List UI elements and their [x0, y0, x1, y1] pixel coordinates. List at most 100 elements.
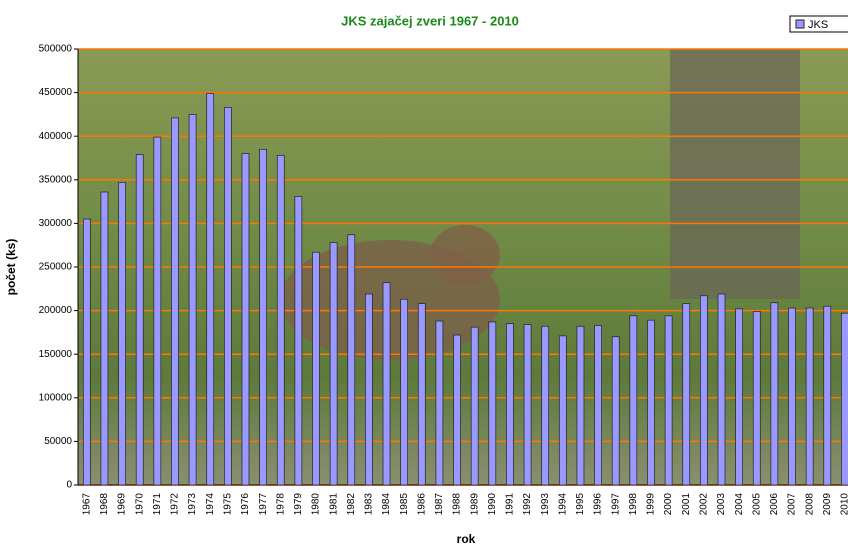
x-tick-label: 1973: [187, 493, 198, 516]
x-tick-label: 1999: [646, 493, 657, 516]
bar: [558, 335, 567, 486]
bar: [717, 293, 726, 486]
x-tick-label: 1976: [240, 493, 251, 516]
bar: [188, 114, 197, 486]
x-axis-label: rok: [457, 532, 476, 546]
legend-label: JKS: [808, 19, 828, 31]
x-tick-label: 1985: [399, 493, 410, 516]
photo-hare-head: [430, 225, 500, 285]
y-tick-label: 100000: [39, 392, 73, 403]
x-tick-label: 1984: [381, 493, 392, 516]
x-tick-label: 1972: [170, 493, 181, 516]
x-tick-label: 1995: [575, 493, 586, 516]
bar: [382, 282, 391, 486]
bar: [82, 218, 91, 486]
bar: [576, 325, 585, 486]
x-tick-label: 1968: [99, 493, 110, 516]
bar: [347, 234, 356, 486]
bar: [611, 336, 620, 486]
x-tick-label: 2004: [734, 493, 745, 516]
x-tick-label: 2000: [663, 493, 674, 516]
y-tick-label: 200000: [39, 305, 73, 316]
bar: [735, 308, 743, 486]
x-tick-label: 1990: [487, 493, 498, 516]
x-tick-label: 2008: [804, 493, 815, 516]
x-tick-label: 1970: [134, 493, 145, 516]
chart-title: JKS zajačej zveri 1967 - 2010: [341, 13, 519, 28]
bar: [453, 334, 461, 486]
y-tick-label: 500000: [39, 44, 73, 55]
bar: [770, 302, 779, 486]
bar: [153, 136, 162, 486]
x-tick-label: 1991: [505, 493, 516, 516]
x-tick-label: 1987: [434, 493, 445, 516]
x-tick-label: 1981: [328, 493, 339, 516]
x-tick-label: 2002: [699, 493, 710, 516]
bar: [294, 196, 303, 486]
bar: [118, 182, 126, 486]
bar: [417, 303, 426, 486]
bar: [329, 242, 338, 486]
y-tick-label: 0: [66, 480, 72, 491]
y-tick-label: 350000: [39, 174, 73, 185]
bar: [805, 307, 814, 486]
photo-tree: [670, 49, 800, 299]
x-tick-label: 2005: [751, 493, 762, 516]
bar: [276, 155, 285, 486]
bar: [206, 93, 215, 486]
bar: [541, 325, 550, 486]
x-tick-label: 1993: [540, 493, 551, 516]
bar: [135, 154, 144, 486]
bar: [241, 153, 250, 486]
y-tick-label: 150000: [39, 349, 73, 360]
x-tick-label: 1969: [117, 493, 128, 516]
x-tick-label: 2010: [840, 493, 848, 516]
y-tick-label: 250000: [39, 262, 73, 273]
x-tick-label: 1974: [205, 493, 216, 516]
bar: [629, 315, 638, 486]
x-tick-label: 1996: [593, 493, 604, 516]
bar: [700, 295, 708, 486]
bar: [664, 315, 673, 486]
x-tick-label: 1982: [346, 493, 357, 516]
x-tick-label: 1979: [293, 493, 304, 516]
bar: [435, 320, 444, 486]
y-tick-label: 50000: [44, 436, 72, 447]
x-tick-label: 1967: [81, 493, 92, 516]
x-tick-label: 2006: [769, 493, 780, 516]
x-tick-label: 1971: [152, 493, 163, 516]
x-tick-label: 2001: [681, 493, 692, 516]
bar: [594, 325, 602, 486]
x-tick-label: 1998: [628, 493, 639, 516]
bar: [841, 312, 848, 486]
bar: [312, 251, 320, 486]
bar: [488, 321, 497, 486]
legend-swatch: [795, 19, 805, 29]
y-tick-label: 450000: [39, 87, 73, 98]
y-axis-label: počet (ks): [4, 239, 18, 296]
x-tick-label: 2003: [716, 493, 727, 516]
bar: [259, 148, 267, 486]
bar: [647, 319, 655, 486]
x-tick-label: 1988: [452, 493, 463, 516]
x-tick-label: 1986: [416, 493, 427, 516]
bar: [682, 303, 691, 486]
bar: [752, 311, 761, 486]
bar: [171, 117, 179, 486]
bar: [365, 293, 373, 486]
bar: [823, 305, 832, 486]
x-tick-label: 2009: [822, 493, 833, 516]
x-tick-label: 1992: [522, 493, 533, 516]
x-tick-label: 1975: [222, 493, 233, 516]
y-tick-label: 300000: [39, 218, 73, 229]
bar: [788, 307, 796, 486]
x-tick-label: 1977: [258, 493, 269, 516]
bar: [400, 298, 409, 486]
x-tick-label: 1978: [275, 493, 286, 516]
bar: [100, 191, 109, 486]
x-tick-label: 1983: [364, 493, 375, 516]
x-tick-label: 1994: [557, 493, 568, 516]
x-tick-label: 1989: [469, 493, 480, 516]
x-tick-label: 1980: [311, 493, 322, 516]
x-tick-label: 1997: [610, 493, 621, 516]
